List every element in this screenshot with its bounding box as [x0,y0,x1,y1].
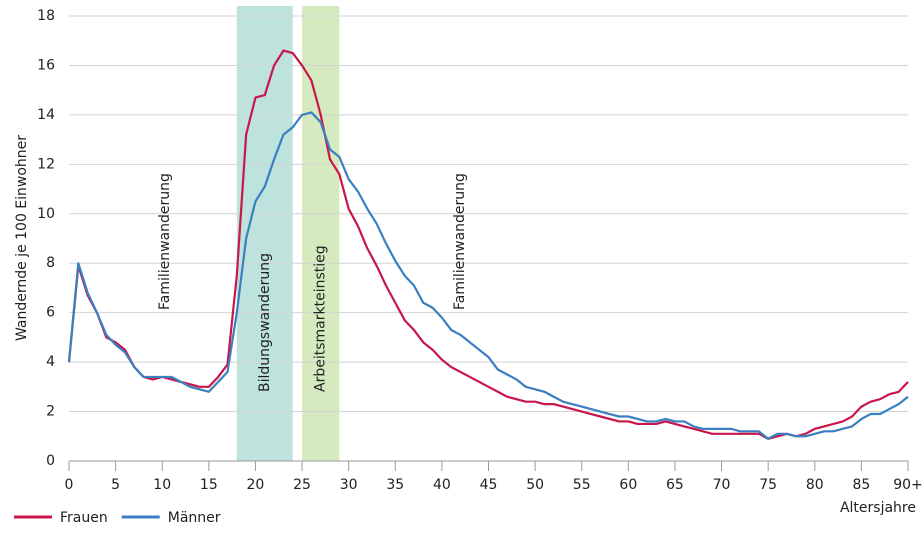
y-tick-label: 16 [37,57,55,73]
series-line [67,111,909,440]
y-axis-label: Wandernde je 100 Einwohner [14,135,30,341]
x-tick-label: 55 [573,477,591,493]
x-tick-label: 10 [153,477,171,493]
x-tick-label: 5 [111,477,120,493]
y-tick-label: 0 [46,453,55,469]
y-tick-label: 18 [37,8,55,24]
band [236,6,293,461]
x-tick-label: 70 [713,477,731,493]
x-tick-label: 45 [480,477,498,493]
x-tick-label: 75 [759,477,777,493]
x-tick-label: 65 [666,477,684,493]
x-tick-label: 85 [852,477,870,493]
annotation: Familienwanderung [452,173,468,310]
x-tick-label: 90+ [893,477,923,493]
x-tick-label: 20 [247,477,265,493]
legend-label: Männer [168,510,221,526]
x-tick-label: 40 [433,477,451,493]
x-tick-label: 50 [526,477,544,493]
x-tick-label: 0 [65,477,74,493]
y-tick-label: 6 [46,305,55,321]
x-tick-label: 25 [293,477,311,493]
series-line [67,49,909,440]
legend-label: Frauen [60,510,108,526]
x-tick-label: 80 [806,477,824,493]
band-label: Bildungswanderung [257,253,273,392]
y-tick-label: 12 [37,156,55,172]
y-tick-label: 2 [46,404,55,420]
x-tick-label: 60 [619,477,637,493]
y-tick-label: 8 [46,255,55,271]
x-tick-label: 30 [340,477,358,493]
y-tick-label: 14 [37,107,55,123]
annotation: Familienwanderung [157,173,173,310]
band [302,6,340,461]
y-tick-label: 4 [46,354,55,370]
y-tick-label: 10 [37,206,55,222]
band-label: Arbeitsmarkteinstieg [313,245,329,392]
x-axis-label: Altersjahre [840,500,916,516]
x-tick-label: 35 [386,477,404,493]
x-tick-label: 15 [200,477,218,493]
